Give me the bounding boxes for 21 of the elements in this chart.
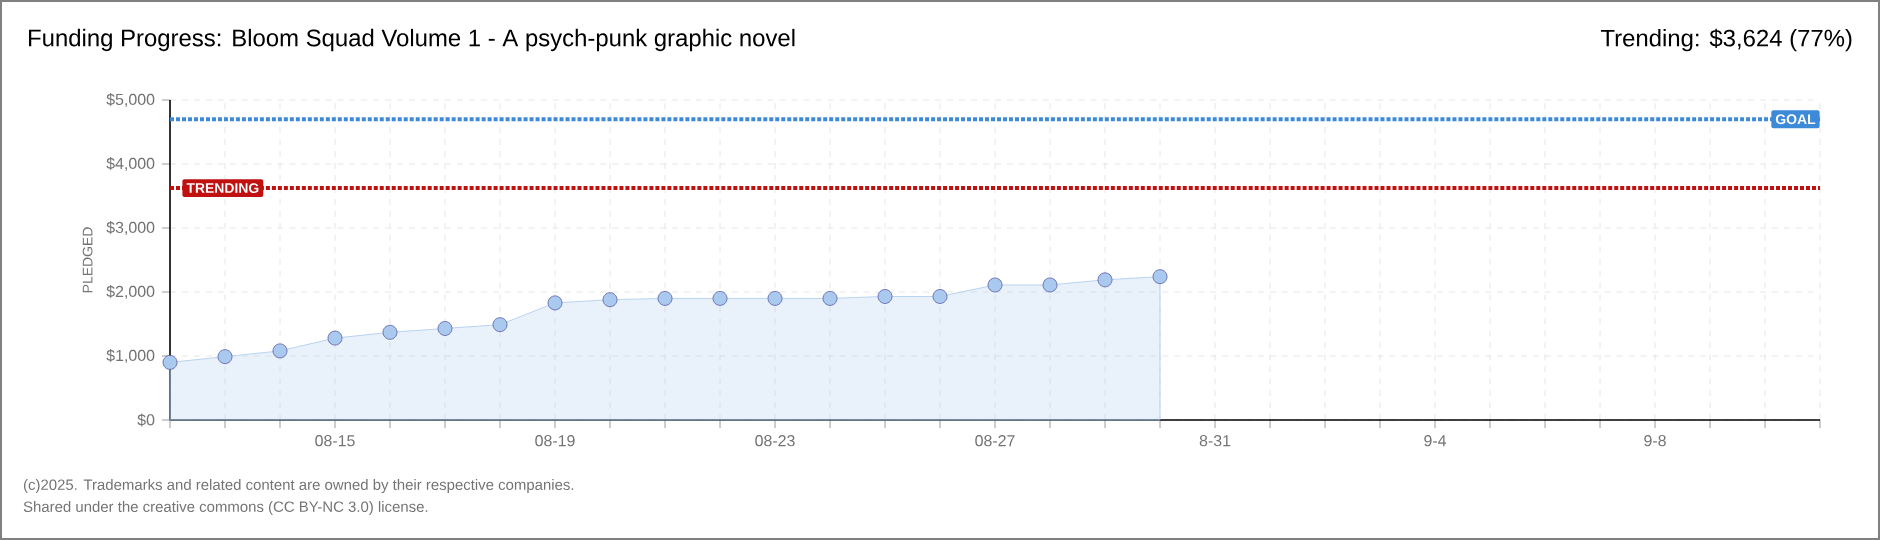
point bbox=[1097, 272, 1113, 288]
point bbox=[602, 292, 618, 308]
point bbox=[492, 317, 508, 333]
point bbox=[437, 321, 453, 336]
point bbox=[1042, 277, 1058, 293]
point bbox=[272, 343, 288, 359]
point bbox=[877, 289, 893, 304]
chart-subtitle: Trending: $3,624 (77%) bbox=[1600, 28, 1852, 52]
point bbox=[547, 295, 563, 311]
point bbox=[162, 355, 178, 370]
point bbox=[657, 291, 673, 306]
point bbox=[327, 330, 343, 346]
point bbox=[1152, 269, 1168, 285]
point bbox=[382, 324, 398, 340]
chart-title: Funding Progress: Bloom Squad Volume 1 - A psych-punk graphic novel bbox=[29, 28, 795, 52]
point bbox=[767, 291, 783, 306]
point bbox=[932, 289, 948, 304]
point bbox=[987, 277, 1003, 293]
point bbox=[217, 349, 233, 365]
point bbox=[712, 291, 728, 306]
point bbox=[822, 291, 838, 306]
